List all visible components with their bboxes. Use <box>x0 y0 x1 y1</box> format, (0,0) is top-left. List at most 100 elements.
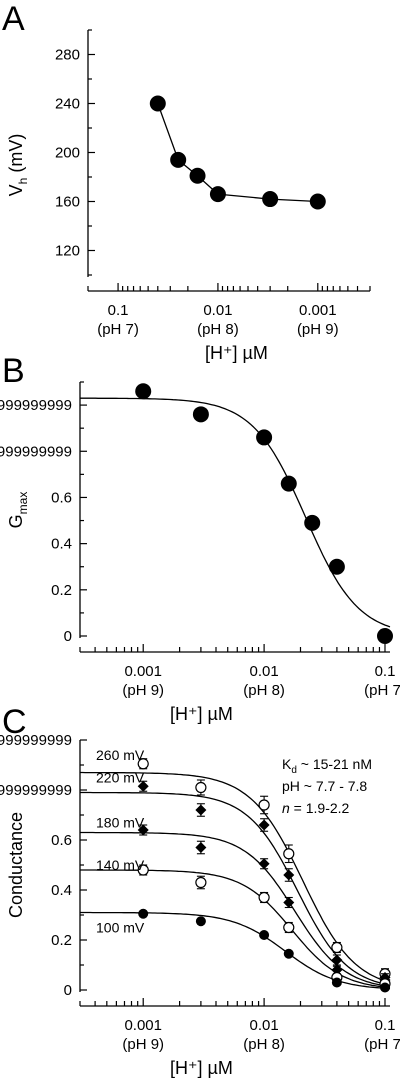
data-point <box>137 780 149 792</box>
y-axis-title: Gmax <box>6 492 30 529</box>
data-point <box>138 908 149 919</box>
y-tick-label: 0.7999999999999999 <box>0 443 72 460</box>
data-point <box>135 383 152 400</box>
data-point <box>137 864 149 876</box>
y-tick-label: 120 <box>55 243 80 260</box>
data-point <box>331 977 342 988</box>
series-label: 260 mV <box>96 747 145 763</box>
x-tick-sublabel: (pH 7) <box>97 321 139 338</box>
data-point <box>304 514 321 531</box>
x-tick-sublabel: (pH 9) <box>297 321 339 338</box>
panel-A: A 120 160 200 240 280 0.1 (pH 7) 0.01 (pH 8) 0.001… <box>2 0 371 363</box>
data-point <box>309 193 326 210</box>
data-point <box>283 848 295 860</box>
x-tick-label: 0.001 <box>124 1017 162 1034</box>
y-axis-title-main: G <box>6 514 26 528</box>
annotation-kd-rest: ~ 15-21 nM <box>297 756 372 772</box>
y-tick-label: 0.6 <box>51 489 72 506</box>
panel-letter: B <box>2 352 25 390</box>
y-tick-label: 0.7999999999999999 <box>0 782 72 799</box>
series-label: 100 mV <box>96 920 145 936</box>
data-point <box>376 628 393 644</box>
x-tick-sublabel: (pH 8) <box>197 321 239 338</box>
data-point <box>331 941 343 954</box>
panel-C: C 0 0.2 0.4 0.6 0.7999999999999999 0.999999999… <box>0 703 400 1078</box>
series-260-mV: 260 mV <box>80 747 391 984</box>
x-tick-sublabel: (pH 9) <box>122 682 164 699</box>
x-tick-label: 0.1 <box>375 663 396 680</box>
x-tick-sublabel: (pH 7) <box>364 682 400 699</box>
y-axis-title-sub: max <box>16 492 30 515</box>
data-point <box>195 916 206 927</box>
data-point <box>379 982 390 993</box>
y-axis-title-unit: (mV) <box>6 134 26 178</box>
x-axis-title: [H⁺] µM <box>170 1058 233 1078</box>
data-point <box>209 186 226 203</box>
series-220-mV: 220 mV <box>80 770 391 986</box>
y-tick-label: 0.2 <box>51 932 72 949</box>
data-point <box>170 151 187 168</box>
y-axis-title-sub: h <box>16 178 30 185</box>
annotation-ph: pH ~ 7.7 - 7.8 <box>282 778 367 794</box>
x-tick-label: 0.001 <box>124 663 162 680</box>
series-0 <box>149 95 326 210</box>
y-tick-label: 0.2 <box>51 582 72 599</box>
x-tick-label: 0.1 <box>108 302 129 319</box>
data-point <box>283 897 295 908</box>
x-tick-sublabel: (pH 8) <box>243 1036 285 1053</box>
x-tick-label: 0.1 <box>375 1017 396 1034</box>
y-tick-label: 0.4 <box>51 536 72 553</box>
data-point <box>195 781 207 794</box>
panel-letter: A <box>2 0 25 38</box>
data-point <box>149 95 166 112</box>
series-100-mV: 100 mV <box>80 908 391 993</box>
data-point <box>280 475 297 492</box>
panel-letter: C <box>2 703 27 741</box>
data-point <box>283 869 295 881</box>
data-point <box>283 948 294 959</box>
data-point <box>259 930 270 940</box>
panel-B: B 0 0.2 0.4 0.6 0.7999999999999999 0.999999999… <box>0 352 400 724</box>
x-tick-label: 0.01 <box>250 1017 279 1034</box>
data-point <box>328 558 345 575</box>
series-0 <box>80 383 393 644</box>
x-tick-sublabel: (pH 9) <box>122 1036 164 1053</box>
series-180-mV: 180 mV <box>80 815 391 988</box>
y-tick-label: 0 <box>64 628 72 645</box>
y-tick-label: 160 <box>55 194 80 211</box>
data-point <box>258 819 270 831</box>
data-point <box>258 891 270 904</box>
data-point <box>195 804 207 816</box>
y-axis-title-main: Conductance <box>6 812 26 918</box>
annotation-kd: Kd ~ 15-21 nM <box>282 756 372 776</box>
y-tick-label: 0.4 <box>51 882 72 899</box>
data-point <box>331 954 343 966</box>
annotation-kd-main: K <box>282 756 292 772</box>
y-axis-title: Conductance <box>6 812 26 918</box>
data-point <box>258 858 270 870</box>
series-label: 180 mV <box>96 815 145 831</box>
data-point <box>189 167 206 184</box>
connecting-line <box>157 103 318 203</box>
x-tick-label: 0.01 <box>203 302 232 319</box>
annotation-n-rest: = 1.9-2.2 <box>290 800 350 816</box>
y-tick-label: 280 <box>55 47 80 64</box>
x-tick-sublabel: (pH 7) <box>364 1036 400 1053</box>
annotation-n: n = 1.9-2.2 <box>282 800 350 816</box>
fit-curve <box>80 831 391 988</box>
data-point <box>262 191 279 208</box>
x-tick-sublabel: (pH 8) <box>243 682 285 699</box>
y-axis-title-main: V <box>6 184 26 196</box>
x-tick-label: 0.01 <box>250 663 279 680</box>
data-point <box>195 842 207 853</box>
x-tick-label: 0.001 <box>299 302 337 319</box>
series-label: 220 mV <box>96 770 145 786</box>
annotation-n-italic: n <box>282 800 290 816</box>
data-point <box>192 406 209 423</box>
fit-curve <box>80 397 391 628</box>
series-label: 140 mV <box>96 857 145 873</box>
y-axis-title: Vh (mV) <box>6 134 30 197</box>
data-point <box>137 824 149 836</box>
